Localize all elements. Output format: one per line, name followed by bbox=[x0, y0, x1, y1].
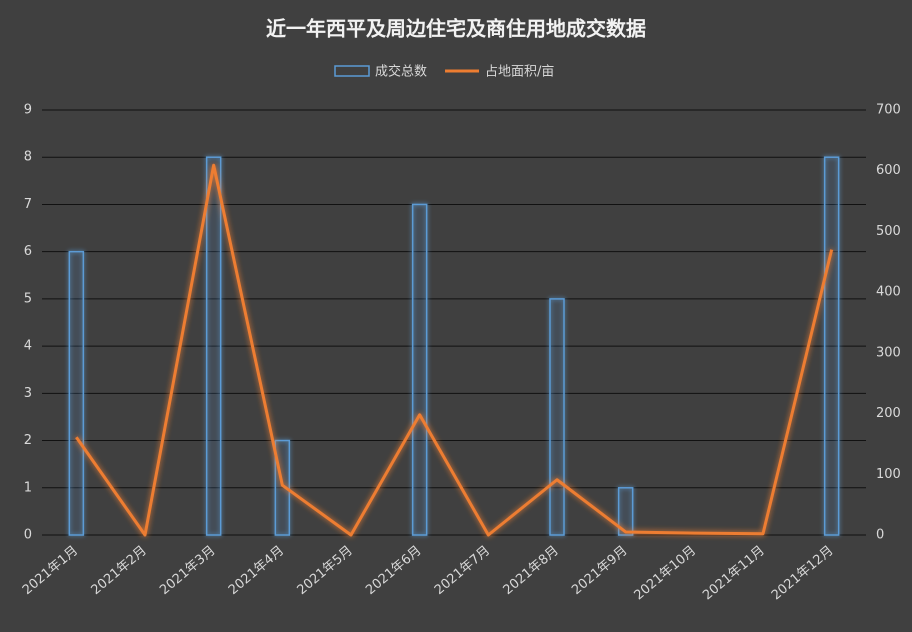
y2-tick-label: 500 bbox=[876, 224, 901, 239]
chart-title: 近一年西平及周边住宅及商住用地成交数据 bbox=[266, 17, 646, 41]
bar bbox=[823, 156, 840, 536]
y2-tick-label: 200 bbox=[876, 406, 901, 421]
bar bbox=[411, 203, 428, 536]
y2-tick-label: 400 bbox=[876, 285, 901, 300]
x-tick-label: 2021年8月 bbox=[501, 543, 562, 598]
x-tick-label: 2021年1月 bbox=[20, 543, 81, 598]
y-tick-label: 8 bbox=[24, 150, 32, 165]
y-tick-label: 5 bbox=[24, 291, 32, 306]
x-tick-label: 2021年7月 bbox=[432, 543, 493, 598]
y-tick-label: 6 bbox=[24, 244, 32, 259]
legend-label: 成交总数 bbox=[375, 64, 427, 80]
x-tick-label: 2021年9月 bbox=[569, 543, 630, 598]
x-tick-label: 2021年3月 bbox=[157, 543, 218, 598]
legend: 成交总数 占地面积/亩 bbox=[334, 64, 554, 80]
x-tick-label: 2021年12月 bbox=[769, 543, 837, 603]
y2-tick-label: 0 bbox=[876, 528, 884, 543]
y2-tick-label: 600 bbox=[876, 163, 901, 178]
y-tick-label: 3 bbox=[24, 386, 32, 401]
y-tick-label: 0 bbox=[24, 528, 32, 543]
x-tick-label: 2021年10月 bbox=[632, 543, 700, 603]
line bbox=[75, 163, 834, 537]
y2-tick-label: 700 bbox=[876, 103, 901, 118]
y-tick-label: 1 bbox=[24, 480, 32, 495]
x-tick-label: 2021年5月 bbox=[295, 543, 356, 598]
bar bbox=[617, 487, 634, 536]
y-tick-label: 4 bbox=[24, 339, 32, 354]
y-tick-label: 9 bbox=[24, 103, 32, 118]
bar bbox=[205, 156, 222, 536]
x-tick-label: 2021年6月 bbox=[363, 543, 424, 598]
x-tick-label: 2021年11月 bbox=[700, 543, 768, 603]
y2-tick-label: 100 bbox=[876, 467, 901, 482]
y-tick-label: 7 bbox=[24, 197, 32, 212]
y2-tick-label: 300 bbox=[876, 345, 901, 360]
x-tick-label: 2021年2月 bbox=[89, 543, 150, 598]
x-tick-label: 2021年4月 bbox=[226, 543, 287, 598]
legend-swatch bbox=[334, 65, 370, 77]
bar bbox=[549, 298, 565, 536]
bar bbox=[68, 250, 85, 536]
legend-label: 占地面积/亩 bbox=[485, 64, 554, 80]
y-tick-label: 2 bbox=[24, 433, 32, 448]
